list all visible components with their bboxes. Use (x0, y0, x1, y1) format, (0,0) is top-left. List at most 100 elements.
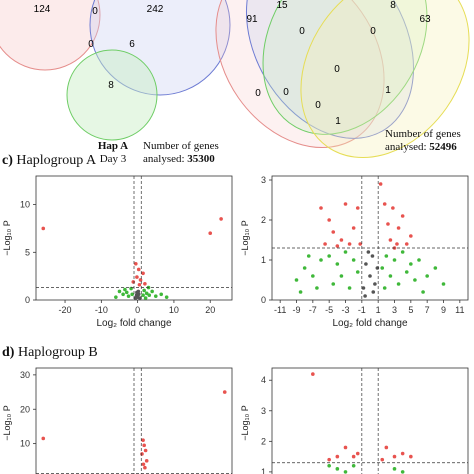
data-point (343, 470, 348, 474)
data-point (371, 290, 376, 294)
data-point (366, 250, 371, 254)
data-point (141, 271, 145, 276)
data-point (131, 280, 136, 284)
data-point (315, 286, 319, 290)
data-point (159, 292, 164, 297)
data-point (382, 202, 387, 206)
venn-left-label-title: Hap A (97, 140, 129, 152)
y-tick-label: 10 (20, 439, 30, 449)
section-c-title: Haplogroup A (16, 153, 97, 168)
data-point (117, 289, 122, 294)
data-point (222, 390, 227, 394)
venn-left-count: 0 (88, 39, 94, 50)
data-point (351, 226, 356, 230)
data-point (144, 459, 149, 463)
x-tick-label: 5 (408, 305, 413, 315)
data-point (395, 242, 399, 246)
data-point (370, 254, 375, 258)
data-point (143, 281, 147, 286)
data-point (123, 287, 127, 292)
data-point (153, 294, 158, 298)
data-point (375, 266, 380, 270)
x-axis-label: Log₂ fold change (332, 318, 407, 329)
data-point (355, 206, 360, 210)
data-point (339, 238, 344, 242)
data-point (335, 262, 340, 266)
venn-right-count: 91 (246, 14, 258, 25)
data-point (138, 278, 143, 282)
data-point (433, 266, 438, 270)
venn-right-genes-count: 52496 (429, 141, 457, 153)
data-point (114, 295, 118, 299)
y-tick-label: 30 (20, 370, 30, 380)
section-d-heading: d) Haplogroup B (2, 345, 98, 361)
data-point (388, 274, 393, 278)
plot-frame (271, 175, 469, 301)
data-point (327, 457, 331, 462)
data-point (358, 242, 362, 246)
data-point (339, 274, 344, 278)
data-point (335, 467, 340, 471)
venn-right-genes-prefix: analysed: (385, 141, 430, 153)
plot-frame (271, 367, 469, 474)
data-point (421, 290, 425, 294)
x-tick-label: 11 (455, 305, 464, 315)
x-tick-label: -9 (292, 305, 300, 315)
data-point (409, 262, 413, 266)
data-point (150, 289, 154, 294)
x-tick-label: 1 (376, 305, 381, 315)
data-point (404, 270, 409, 274)
venn-right-count: 15 (276, 0, 288, 11)
data-point (396, 282, 401, 286)
y-axis-label: −Log₁₀ P (2, 405, 12, 441)
venn-left-genes-prefix: analysed: (143, 153, 188, 165)
data-point (368, 274, 372, 278)
y-tick-label: 3 (261, 175, 266, 185)
data-point (138, 296, 142, 300)
data-point (384, 445, 389, 450)
data-point (327, 254, 331, 258)
data-point (382, 286, 387, 290)
data-point (141, 438, 145, 442)
data-point (400, 451, 405, 456)
data-point (364, 262, 368, 266)
data-point (380, 266, 385, 270)
data-point (41, 436, 46, 441)
data-point (409, 454, 413, 459)
venn-left-genes-line1: Number of genes (143, 140, 219, 152)
venn-left-circle-blue (89, 0, 231, 96)
y-tick-label: 1 (261, 255, 266, 265)
data-point (327, 218, 331, 222)
data-point (142, 443, 146, 448)
venn-right-genes-line1: Number of genes (385, 128, 461, 140)
data-point (140, 452, 144, 456)
y-tick-label: 10 (20, 200, 30, 210)
data-point (327, 463, 331, 468)
data-point (143, 465, 147, 470)
data-point (135, 275, 139, 279)
y-tick-label: 0 (25, 295, 30, 305)
data-point (134, 261, 138, 266)
venn-left-label-sub: Day 3 (99, 153, 127, 165)
y-tick-label: 2 (261, 436, 266, 446)
venn-right-count: 0 (334, 64, 340, 75)
data-point (343, 250, 348, 254)
data-point (219, 217, 223, 221)
y-axis-label: −Log₁₀ P (240, 220, 250, 256)
venn-right-count: 0 (299, 26, 305, 37)
section-d-title: Haplogroup B (17, 345, 98, 360)
venn-left-genes-line2: analysed: 35300 (143, 153, 219, 166)
data-point (136, 289, 141, 294)
venn-right-count: 8 (390, 0, 396, 11)
y-axis-label: −Log₁₀ P (2, 220, 12, 256)
x-tick-label: 20 (205, 305, 215, 315)
x-tick-label: 7 (425, 305, 430, 315)
data-point (425, 274, 429, 278)
venn-right-genes-note: Number of genes analysed: 52496 (385, 128, 461, 154)
venn-right-ellipse-blue (245, 0, 415, 139)
venn-right-count: 0 (255, 88, 261, 99)
data-point (384, 254, 389, 258)
data-point (343, 445, 348, 450)
data-point (136, 267, 141, 272)
